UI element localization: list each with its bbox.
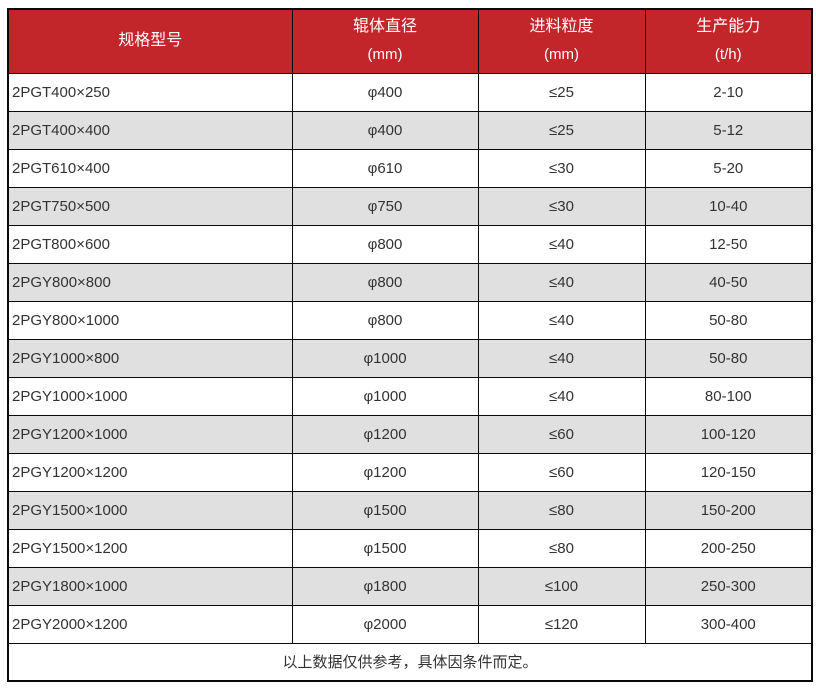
table-row: 2PGY800×800 φ800 ≤40 40-50 <box>7 262 813 302</box>
model-cell: 2PGY800×800 <box>7 262 293 302</box>
feed-size-cell: ≤40 <box>477 376 646 416</box>
capacity-cell: 50-80 <box>644 300 813 340</box>
table-row: 2PGY1200×1200 φ1200 ≤60 120-150 <box>7 452 813 492</box>
footnote-row: 以上数据仅供参考，具体因条件而定。 <box>7 642 813 682</box>
feed-size-cell: ≤80 <box>477 490 646 530</box>
capacity-cell: 200-250 <box>644 528 813 568</box>
table-row: 2PGY1500×1200 φ1500 ≤80 200-250 <box>7 528 813 568</box>
roller-diameter-cell: φ1500 <box>291 528 479 568</box>
feed-size-cell: ≤25 <box>477 72 646 112</box>
table-row: 2PGT800×600 φ800 ≤40 12-50 <box>7 224 813 264</box>
spec-table-container: 规格型号 辊体直径 (mm) 进料粒度 (mm) 生产能力 (t/h) 2PGT… <box>7 8 813 682</box>
capacity-cell: 100-120 <box>644 414 813 454</box>
col-header-roller-title: 辊体直径 <box>352 18 417 36</box>
model-cell: 2PGT400×400 <box>7 110 293 150</box>
feed-size-cell: ≤40 <box>477 338 646 378</box>
roller-diameter-cell: φ400 <box>291 110 479 150</box>
capacity-cell: 2-10 <box>644 72 813 112</box>
roller-diameter-cell: φ2000 <box>291 604 479 644</box>
roller-diameter-cell: φ610 <box>291 148 479 188</box>
feed-size-cell: ≤40 <box>477 224 646 264</box>
table-row: 2PGT610×400 φ610 ≤30 5-20 <box>7 148 813 188</box>
col-header-roller-diameter: 辊体直径 (mm) <box>291 8 479 74</box>
feed-size-cell: ≤80 <box>477 528 646 568</box>
capacity-cell: 40-50 <box>644 262 813 302</box>
model-cell: 2PGT800×600 <box>7 224 293 264</box>
model-cell: 2PGY1200×1200 <box>7 452 293 492</box>
model-cell: 2PGT610×400 <box>7 148 293 188</box>
col-header-feed-size: 进料粒度 (mm) <box>477 8 646 74</box>
feed-size-cell: ≤25 <box>477 110 646 150</box>
roller-diameter-cell: φ800 <box>291 224 479 264</box>
table-row: 2PGY1500×1000 φ1500 ≤80 150-200 <box>7 490 813 530</box>
feed-size-cell: ≤40 <box>477 300 646 340</box>
roller-diameter-cell: φ800 <box>291 300 479 340</box>
model-cell: 2PGY1800×1000 <box>7 566 293 606</box>
feed-size-cell: ≤60 <box>477 452 646 492</box>
header-row: 规格型号 辊体直径 (mm) 进料粒度 (mm) 生产能力 (t/h) <box>7 8 813 74</box>
table-row: 2PGT400×400 φ400 ≤25 5-12 <box>7 110 813 150</box>
feed-size-cell: ≤60 <box>477 414 646 454</box>
spec-table: 规格型号 辊体直径 (mm) 进料粒度 (mm) 生产能力 (t/h) 2PGT… <box>7 8 813 682</box>
feed-size-cell: ≤40 <box>477 262 646 302</box>
roller-diameter-cell: φ1000 <box>291 376 479 416</box>
capacity-cell: 5-20 <box>644 148 813 188</box>
model-cell: 2PGY1500×1200 <box>7 528 293 568</box>
table-row: 2PGY1000×800 φ1000 ≤40 50-80 <box>7 338 813 378</box>
roller-diameter-cell: φ400 <box>291 72 479 112</box>
col-header-capacity-title: 生产能力 <box>696 18 761 36</box>
model-cell: 2PGY800×1000 <box>7 300 293 340</box>
table-row: 2PGY800×1000 φ800 ≤40 50-80 <box>7 300 813 340</box>
col-header-capacity: 生产能力 (t/h) <box>644 8 813 74</box>
roller-diameter-cell: φ1500 <box>291 490 479 530</box>
table-row: 2PGY2000×1200 φ2000 ≤120 300-400 <box>7 604 813 644</box>
table-row: 2PGY1800×1000 φ1800 ≤100 250-300 <box>7 566 813 606</box>
roller-diameter-cell: φ800 <box>291 262 479 302</box>
col-header-capacity-unit: (t/h) <box>714 46 742 64</box>
model-cell: 2PGY1500×1000 <box>7 490 293 530</box>
model-cell: 2PGY1200×1000 <box>7 414 293 454</box>
table-row: 2PGY1000×1000 φ1000 ≤40 80-100 <box>7 376 813 416</box>
roller-diameter-cell: φ1800 <box>291 566 479 606</box>
table-row: 2PGT400×250 φ400 ≤25 2-10 <box>7 72 813 112</box>
col-header-feed-unit: (mm) <box>544 46 579 64</box>
capacity-cell: 50-80 <box>644 338 813 378</box>
capacity-cell: 250-300 <box>644 566 813 606</box>
capacity-cell: 300-400 <box>644 604 813 644</box>
capacity-cell: 12-50 <box>644 224 813 264</box>
col-header-model-title: 规格型号 <box>118 32 183 50</box>
table-row: 2PGT750×500 φ750 ≤30 10-40 <box>7 186 813 226</box>
col-header-feed-title: 进料粒度 <box>529 18 594 36</box>
capacity-cell: 10-40 <box>644 186 813 226</box>
model-cell: 2PGT400×250 <box>7 72 293 112</box>
model-cell: 2PGY1000×1000 <box>7 376 293 416</box>
table-row: 2PGY1200×1000 φ1200 ≤60 100-120 <box>7 414 813 454</box>
col-header-model: 规格型号 <box>7 8 293 74</box>
roller-diameter-cell: φ1200 <box>291 452 479 492</box>
col-header-roller-unit: (mm) <box>367 46 403 64</box>
roller-diameter-cell: φ1000 <box>291 338 479 378</box>
feed-size-cell: ≤30 <box>477 186 646 226</box>
feed-size-cell: ≤30 <box>477 148 646 188</box>
feed-size-cell: ≤120 <box>477 604 646 644</box>
capacity-cell: 80-100 <box>644 376 813 416</box>
roller-diameter-cell: φ1200 <box>291 414 479 454</box>
feed-size-cell: ≤100 <box>477 566 646 606</box>
capacity-cell: 150-200 <box>644 490 813 530</box>
model-cell: 2PGY1000×800 <box>7 338 293 378</box>
model-cell: 2PGT750×500 <box>7 186 293 226</box>
roller-diameter-cell: φ750 <box>291 186 479 226</box>
model-cell: 2PGY2000×1200 <box>7 604 293 644</box>
capacity-cell: 120-150 <box>644 452 813 492</box>
capacity-cell: 5-12 <box>644 110 813 150</box>
table-footnote: 以上数据仅供参考，具体因条件而定。 <box>7 642 813 682</box>
